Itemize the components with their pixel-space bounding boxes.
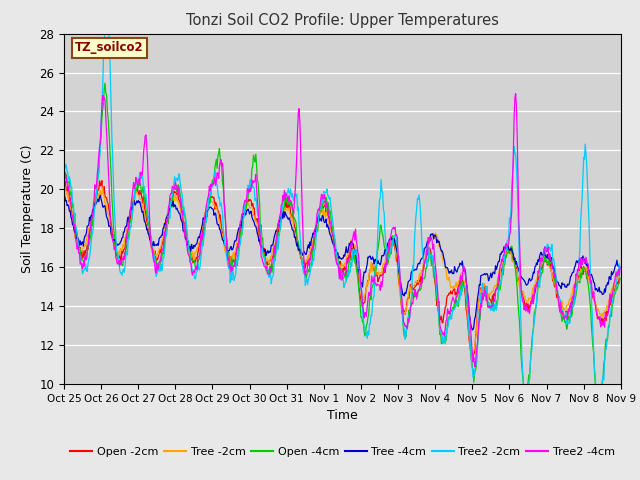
Tree2 -2cm xyxy=(410,241,418,247)
Tree -4cm xyxy=(427,231,435,237)
Tree2 -2cm xyxy=(104,8,111,13)
Tree -2cm xyxy=(426,239,434,244)
Open -4cm xyxy=(616,276,624,281)
Line: Open -2cm: Open -2cm xyxy=(64,180,620,361)
Tree -4cm xyxy=(97,192,104,198)
Open -2cm xyxy=(427,249,435,254)
Open -2cm xyxy=(468,359,476,364)
Open -2cm xyxy=(616,276,624,281)
Tree2 -2cm xyxy=(427,253,435,259)
Open -4cm xyxy=(427,251,435,256)
X-axis label: Time: Time xyxy=(327,409,358,422)
Tree2 -4cm xyxy=(70,224,78,229)
Tree -2cm xyxy=(184,244,191,250)
Tree -2cm xyxy=(127,206,135,212)
Tree2 -4cm xyxy=(127,199,135,204)
Open -4cm xyxy=(70,215,78,220)
Line: Tree -2cm: Tree -2cm xyxy=(64,185,620,358)
Tree2 -2cm xyxy=(128,207,136,213)
Tree2 -2cm xyxy=(185,243,193,249)
Tree2 -2cm xyxy=(60,161,68,167)
Line: Tree2 -4cm: Tree2 -4cm xyxy=(64,94,620,367)
Open -4cm xyxy=(128,214,136,219)
Tree -2cm xyxy=(616,276,624,281)
Tree -4cm xyxy=(185,244,193,250)
Line: Tree -4cm: Tree -4cm xyxy=(64,195,620,330)
Open -2cm xyxy=(98,178,106,183)
Line: Tree2 -2cm: Tree2 -2cm xyxy=(64,11,620,415)
Open -2cm xyxy=(410,285,418,290)
Tree2 -2cm xyxy=(616,266,624,272)
Tree2 -4cm xyxy=(512,91,520,96)
Open -4cm xyxy=(185,238,193,243)
Tree2 -4cm xyxy=(60,171,68,177)
Tree -2cm xyxy=(60,182,68,188)
Tree -2cm xyxy=(468,355,476,361)
Open -4cm xyxy=(410,294,418,300)
Tree2 -4cm xyxy=(184,250,191,255)
Open -2cm xyxy=(214,208,221,214)
Tree2 -4cm xyxy=(213,170,221,176)
Tree -4cm xyxy=(410,267,418,273)
Open -4cm xyxy=(214,153,221,158)
Text: TZ_soilco2: TZ_soilco2 xyxy=(75,41,144,54)
Tree -4cm xyxy=(468,327,476,333)
Open -4cm xyxy=(596,404,604,410)
Tree2 -4cm xyxy=(426,234,434,240)
Open -2cm xyxy=(60,184,68,190)
Title: Tonzi Soil CO2 Profile: Upper Temperatures: Tonzi Soil CO2 Profile: Upper Temperatur… xyxy=(186,13,499,28)
Tree -4cm xyxy=(214,222,221,228)
Open -2cm xyxy=(128,197,136,203)
Line: Open -4cm: Open -4cm xyxy=(64,83,620,407)
Tree2 -4cm xyxy=(471,364,479,370)
Tree -4cm xyxy=(616,264,624,270)
Tree -4cm xyxy=(60,196,68,202)
Tree -2cm xyxy=(410,283,417,288)
Tree -2cm xyxy=(70,225,78,231)
Y-axis label: Soil Temperature (C): Soil Temperature (C) xyxy=(20,144,34,273)
Tree2 -4cm xyxy=(410,293,417,299)
Tree2 -4cm xyxy=(616,265,624,271)
Tree2 -2cm xyxy=(214,189,221,194)
Open -2cm xyxy=(70,223,78,228)
Tree -4cm xyxy=(128,207,136,213)
Tree2 -2cm xyxy=(70,212,78,217)
Open -4cm xyxy=(60,180,68,186)
Tree -4cm xyxy=(70,227,78,233)
Tree2 -2cm xyxy=(595,412,602,418)
Open -4cm xyxy=(101,80,109,86)
Tree -2cm xyxy=(213,207,221,213)
Open -2cm xyxy=(185,245,193,251)
Legend: Open -2cm, Tree -2cm, Open -4cm, Tree -4cm, Tree2 -2cm, Tree2 -4cm: Open -2cm, Tree -2cm, Open -4cm, Tree -4… xyxy=(66,442,619,461)
